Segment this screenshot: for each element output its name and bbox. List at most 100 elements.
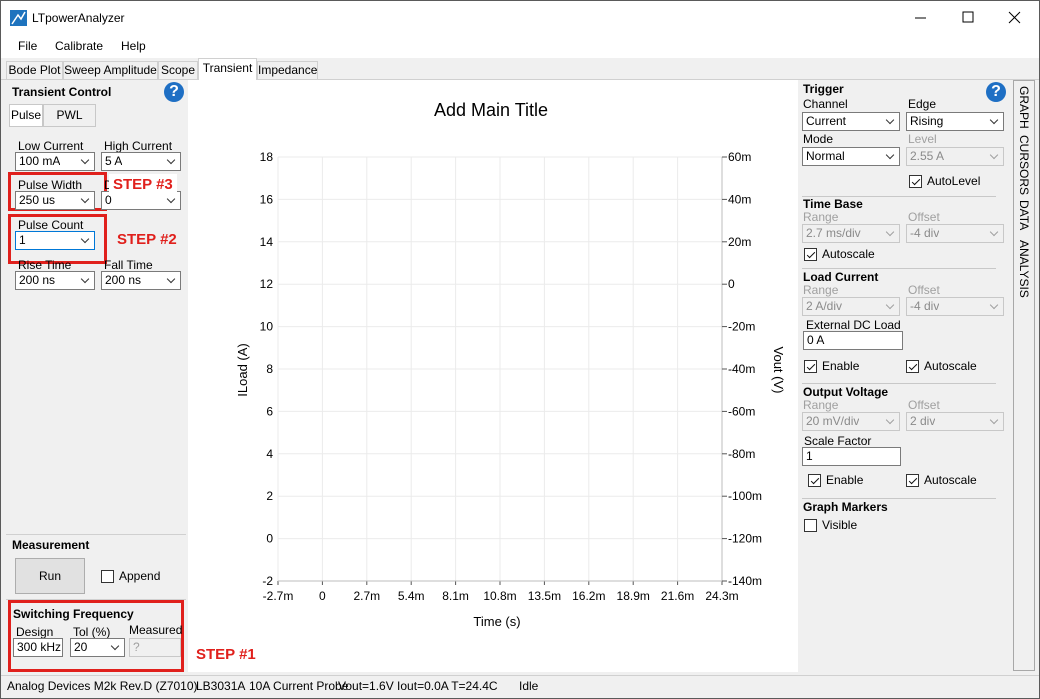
combo-box: 2.55 A	[906, 147, 1004, 166]
y-tick-label: 10	[260, 320, 274, 334]
mode-tab[interactable]: PWL	[43, 104, 96, 127]
combo-value: 2.7 ms/div	[806, 226, 861, 240]
menu-item[interactable]: Calibrate	[55, 39, 104, 53]
x-tick-label: 0	[319, 589, 326, 603]
dropdown-arrow	[885, 300, 895, 310]
y-tick-label: 8	[266, 362, 273, 376]
field-label: Offset	[908, 398, 940, 412]
combo-value: -4 div	[910, 226, 940, 240]
field-label: Tol (%)	[73, 625, 111, 639]
tab[interactable]: Bode Plot	[6, 61, 63, 79]
combo-value: 20 mV/div	[806, 414, 860, 428]
maximize-button[interactable]	[962, 11, 974, 23]
x-tick-label: 13.5m	[528, 589, 561, 603]
step-annotation: STEP #2	[117, 231, 177, 248]
dropdown-arrow	[80, 274, 90, 284]
status-text: 10A Current Probe	[249, 679, 349, 693]
x-tick-label: 10.8m	[483, 589, 516, 603]
dropdown-arrow	[80, 155, 90, 165]
combo-box[interactable]: Current	[802, 112, 900, 131]
field-label: Offset	[908, 210, 940, 224]
status-text: Vout=1.6V Iout=0.0A T=24.4C	[338, 679, 498, 693]
x-tick-label: 18.9m	[617, 589, 650, 603]
y2-tick-label: -120m	[728, 532, 762, 546]
side-tab[interactable]: DATA	[1017, 200, 1031, 231]
x-tick-label: 2.7m	[353, 589, 380, 603]
combo-box[interactable]: Rising	[906, 112, 1004, 131]
dropdown-arrow	[885, 115, 895, 125]
combo-box[interactable]: 200 ns	[15, 271, 95, 290]
combo-box: 2.7 ms/div	[802, 224, 900, 243]
dropdown-arrow	[110, 641, 120, 651]
dropdown-arrow	[80, 234, 90, 244]
tab[interactable]: Impedance	[257, 61, 318, 79]
menu-item[interactable]: Help	[121, 39, 146, 53]
field-label: Low Current	[18, 139, 84, 153]
checkbox[interactable]	[804, 248, 817, 261]
combo-box[interactable]: 250 us	[15, 191, 95, 210]
combo-box[interactable]: 20	[70, 638, 125, 657]
dropdown-arrow	[885, 227, 895, 237]
check-mark	[908, 475, 918, 485]
combo-value: 250 us	[19, 193, 56, 207]
run-button[interactable]: Run	[15, 558, 85, 594]
section-title: Load Current	[803, 270, 879, 284]
combo-box[interactable]: Normal	[802, 147, 900, 166]
field-label: Fall Time	[104, 258, 153, 272]
field-label: Edge	[908, 97, 937, 111]
combo-box: 2 A/div	[802, 297, 900, 316]
section-title: Time Base	[803, 197, 863, 211]
checkbox-label: Append	[119, 569, 161, 583]
field-label: External DC Load	[806, 318, 901, 332]
side-tab[interactable]: ANALYSIS	[1017, 240, 1031, 298]
y2-axis-label: Vout (V)	[771, 347, 786, 394]
combo-value: Rising	[910, 114, 944, 128]
checkbox-label: Enable	[822, 359, 860, 373]
side-tab[interactable]: GRAPH	[1017, 86, 1031, 129]
y2-tick-label: -140m	[728, 574, 762, 588]
dropdown-arrow	[166, 194, 176, 204]
combo-value: 100 mA	[19, 154, 61, 168]
checkbox[interactable]	[906, 360, 919, 373]
checkbox[interactable]	[909, 175, 922, 188]
combo-box[interactable]: 1	[15, 231, 95, 250]
field-label: Pulse Count	[18, 218, 84, 232]
y2-tick-label: -100m	[728, 489, 762, 503]
help-icon[interactable]: ?	[164, 82, 184, 102]
tab[interactable]: Sweep Amplitude	[63, 61, 158, 79]
mode-tab[interactable]: Pulse	[9, 104, 43, 127]
combo-box[interactable]: 200 ns	[101, 271, 181, 290]
section-title: Output Voltage	[803, 385, 889, 399]
field-label: Range	[803, 398, 839, 412]
checkbox[interactable]	[101, 570, 114, 583]
dropdown-arrow	[989, 115, 999, 125]
side-tab[interactable]: CURSORS	[1017, 135, 1031, 196]
checkbox[interactable]	[906, 474, 919, 487]
text-box[interactable]: 0 A	[803, 331, 903, 350]
checkbox[interactable]	[808, 474, 821, 487]
check-mark	[806, 249, 816, 259]
checkbox[interactable]	[804, 360, 817, 373]
help-icon[interactable]: ?	[986, 82, 1006, 102]
y-tick-label: -2	[262, 574, 273, 588]
checkbox-label: Autoscale	[924, 473, 977, 487]
section-title: Graph Markers	[803, 500, 888, 514]
field-label: Measured	[129, 623, 183, 637]
text-box[interactable]: 1	[802, 447, 901, 466]
menu-item[interactable]: File	[18, 39, 38, 53]
checkbox[interactable]	[804, 519, 817, 532]
combo-box: -4 div	[906, 224, 1004, 243]
combo-box: 2 div	[906, 412, 1004, 431]
tab[interactable]: Scope	[158, 61, 198, 79]
y-tick-label: 2	[266, 489, 273, 503]
tab[interactable]: Transient	[198, 58, 257, 80]
combo-box[interactable]: 100 mA	[15, 152, 95, 171]
close-button[interactable]	[1008, 11, 1021, 24]
y-axis-label: ILoad (A)	[235, 343, 250, 396]
y2-tick-label: -60m	[728, 404, 755, 418]
combo-value: 2.55 A	[910, 149, 945, 163]
text-box[interactable]: 300 kHz	[13, 638, 63, 657]
combo-box[interactable]: 5 A	[101, 152, 181, 171]
combo-value: 1	[19, 233, 26, 247]
